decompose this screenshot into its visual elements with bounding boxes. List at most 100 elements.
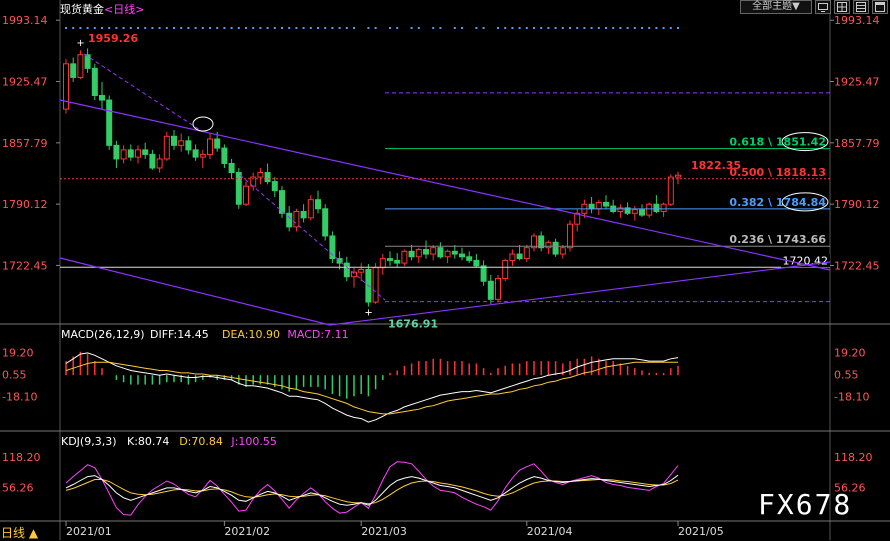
fib-label-0.236: 0.236 \ 1743.66 <box>729 233 826 246</box>
candle-body <box>300 210 307 219</box>
marker-dot <box>453 27 456 29</box>
month-label: 2021/01 <box>66 525 112 538</box>
fib-circle-0.382 <box>781 192 829 212</box>
marker-dot <box>540 27 543 29</box>
marker-dot <box>93 27 96 29</box>
candle-body <box>545 241 552 249</box>
marker-dot <box>597 27 600 29</box>
marker-dot <box>295 27 298 29</box>
marker-dot <box>338 27 341 29</box>
table-icon[interactable] <box>853 0 869 14</box>
kdj-readout-j: J:100.55 <box>230 435 276 448</box>
marker-dot <box>194 27 197 29</box>
candle-body <box>235 172 242 205</box>
fib-label-0.618: 0.618 \ 1851.42 <box>729 136 826 149</box>
candle-body <box>574 212 581 225</box>
candle-body <box>459 253 465 258</box>
candle-body <box>91 67 98 97</box>
candle-body <box>451 250 458 255</box>
month-label: 2021/04 <box>527 525 573 538</box>
window-icon[interactable] <box>872 0 888 14</box>
marker-dot <box>633 27 636 29</box>
marker-dot <box>345 27 348 29</box>
marker-dot <box>561 27 564 29</box>
monitor-icon[interactable] <box>815 0 831 14</box>
candle-body <box>408 250 415 258</box>
kdj-readout-d: D:70.84 <box>179 435 223 448</box>
grid-icon[interactable] <box>834 0 850 14</box>
candle-body <box>437 247 444 258</box>
macd-tick-left: -18.10 <box>2 390 37 403</box>
trendline-upper <box>59 99 831 271</box>
candle-body <box>84 54 91 69</box>
candle-body <box>567 223 573 249</box>
macd-title: MACD(26,12,9) <box>61 328 145 341</box>
candle-body <box>149 153 156 169</box>
candle-body <box>156 158 163 169</box>
marker-dot <box>547 27 550 29</box>
month-label: 2021/03 <box>361 525 407 538</box>
candle-body <box>351 271 357 278</box>
candle-body <box>185 140 192 151</box>
marker-dot <box>144 27 147 29</box>
candle-body <box>523 247 530 260</box>
marker-dot <box>259 27 262 29</box>
candle-body <box>228 162 235 174</box>
candle-body <box>77 54 84 78</box>
marker-dot <box>396 27 399 29</box>
candle-body <box>631 209 638 214</box>
marker-dot <box>165 27 168 29</box>
kdj-readout-k: K:80.74 <box>127 435 169 448</box>
high-label: 1959.26 <box>88 32 138 45</box>
theme-button[interactable]: 全部主题▼ <box>740 0 812 14</box>
candle-body <box>394 259 401 264</box>
candle-body <box>99 95 105 101</box>
period-label[interactable]: <日线> <box>104 3 145 16</box>
marker-dot <box>669 27 672 29</box>
macd-dea-line <box>65 361 678 415</box>
kdj-tick-left: 118.20 <box>2 451 41 464</box>
candle-body <box>588 203 595 210</box>
marker-dot <box>662 27 665 29</box>
candle-body <box>207 138 213 155</box>
candle-body <box>257 172 264 178</box>
marker-dot <box>273 27 276 29</box>
marker-dot <box>317 27 319 29</box>
price-tick-right: 1722.45 <box>834 259 880 272</box>
macd-tick-right: -18.10 <box>834 390 869 403</box>
month-label: 2021/05 <box>678 525 724 538</box>
marker-dot <box>216 27 219 29</box>
marker-dot <box>655 27 658 29</box>
marker-dot <box>482 27 485 29</box>
candle-body <box>178 140 185 146</box>
marker-dot <box>353 27 355 29</box>
marker-dot <box>417 27 420 29</box>
marker-dot <box>115 27 118 29</box>
marker-dot <box>122 27 125 29</box>
marker-dot <box>612 27 615 29</box>
marker-dot <box>518 27 521 29</box>
candle-body <box>516 253 523 260</box>
marker-dot <box>86 27 89 29</box>
candle-body <box>192 149 199 158</box>
candle-body <box>279 190 285 214</box>
candle-body <box>135 149 141 158</box>
period-tag[interactable]: 日线 ▲ <box>1 526 39 540</box>
candle-body <box>199 153 206 158</box>
candle-body <box>538 235 545 249</box>
marker-dot <box>309 27 312 29</box>
marker-dot <box>374 27 377 29</box>
marker-dot <box>281 27 283 29</box>
marker-dot <box>187 27 190 29</box>
candle-body <box>221 147 228 164</box>
candle-body <box>653 203 660 212</box>
kdj-tick-right: 118.20 <box>834 451 873 464</box>
marker-dot <box>65 27 67 29</box>
marker-dot <box>237 27 240 29</box>
marker-dot <box>180 27 183 29</box>
fib-label-0.500: 0.500 \ 1818.13 <box>729 166 826 179</box>
price-tick-right: 1857.79 <box>834 137 880 150</box>
candle-body <box>444 250 451 258</box>
price-tick-left: 1722.45 <box>2 259 48 272</box>
price-tick-right: 1993.14 <box>834 14 880 27</box>
